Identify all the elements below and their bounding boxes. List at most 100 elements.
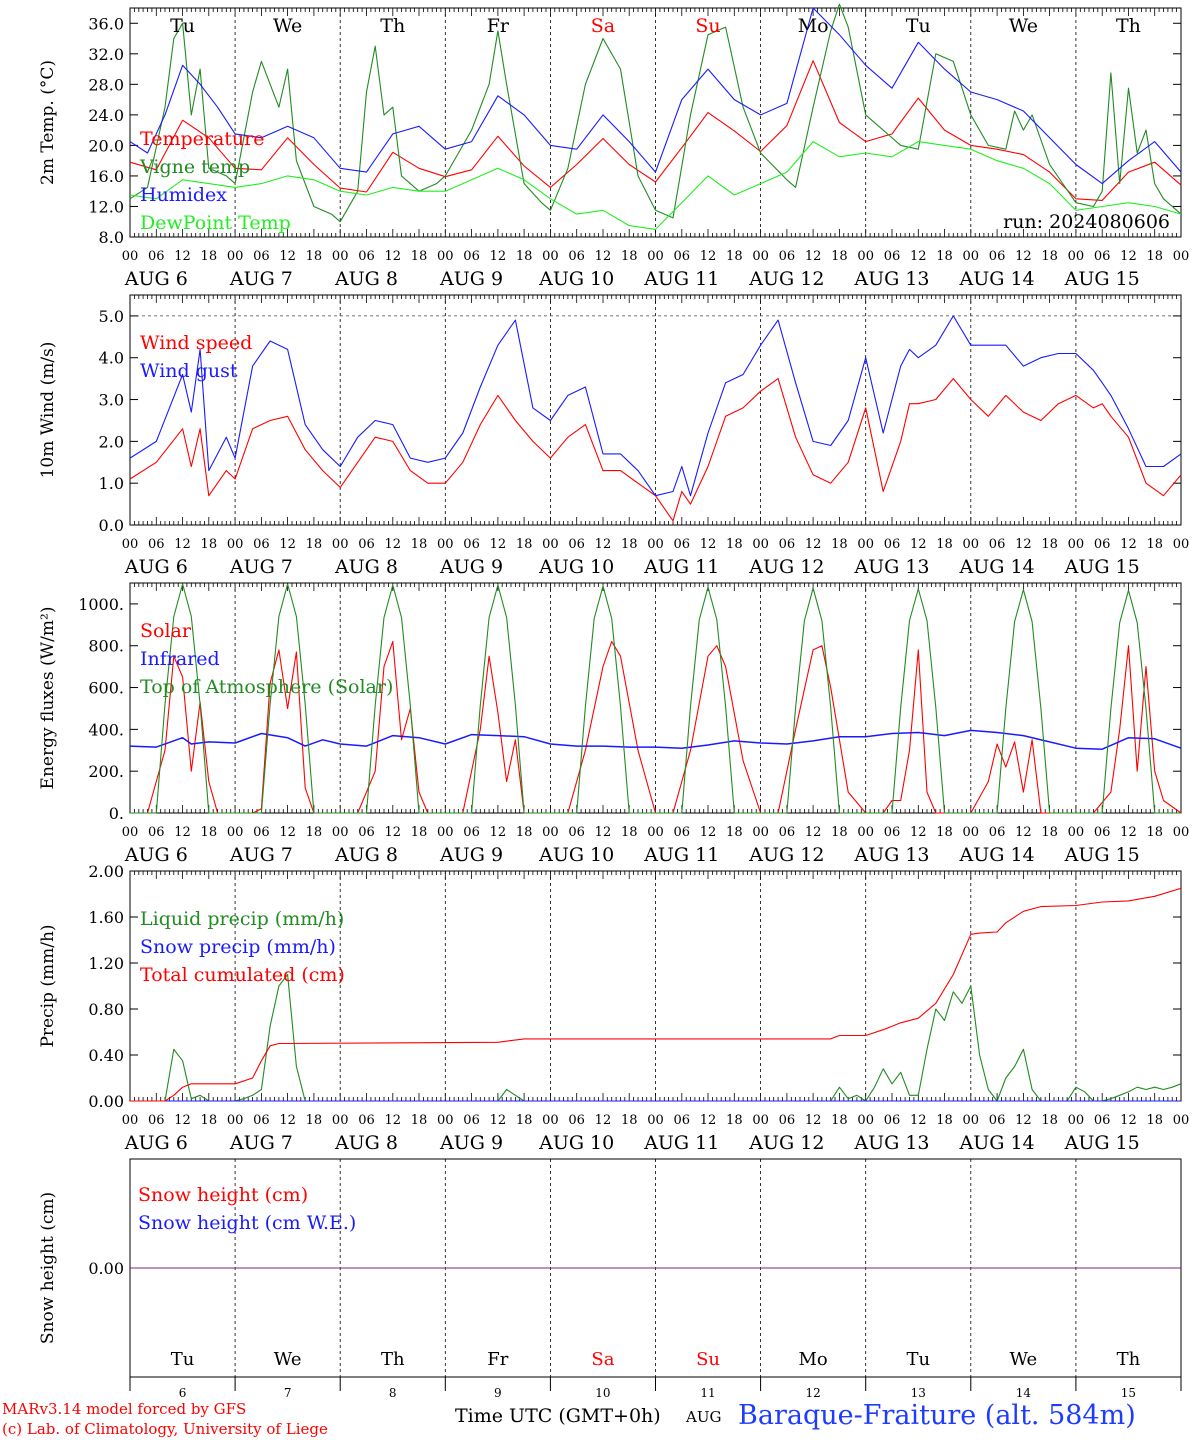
wind-hour-label: 12 <box>805 537 822 552</box>
wind-date-label: AUG 14 <box>959 556 1035 578</box>
temp-hour-label: 06 <box>779 249 796 264</box>
wind-y-tick-label: 1.0 <box>99 474 124 493</box>
temp-hour-label: 18 <box>516 249 533 264</box>
energy-date-label: AUG 10 <box>538 844 614 866</box>
wind-hour-label: 18 <box>411 537 428 552</box>
temp-hour-label: 12 <box>279 249 296 264</box>
energy-y-tick-label: 800. <box>88 637 124 656</box>
temp-hour-label: 18 <box>306 249 323 264</box>
wind-date-label: AUG 10 <box>538 556 614 578</box>
wind-y-axis-label: 10m Wind (m/s) <box>38 342 58 479</box>
precip-legend-entry: Snow precip (mm/h) <box>140 936 336 958</box>
temp-date-label: AUG 8 <box>334 268 398 290</box>
precip-y-tick-label: 0.40 <box>88 1046 124 1065</box>
snow-day-number: 8 <box>389 1386 397 1400</box>
energy-hour-label: 18 <box>306 825 323 840</box>
energy-y-tick-label: 1000. <box>78 595 124 614</box>
energy-hour-label: 06 <box>674 825 691 840</box>
snow-day-number: 12 <box>806 1386 821 1400</box>
energy-hour-label: 00 <box>1173 825 1190 840</box>
energy-date-label: AUG 11 <box>643 844 719 866</box>
energy-hour-label: 18 <box>831 825 848 840</box>
energy-hour-label: 06 <box>148 825 165 840</box>
precip-hour-label: 00 <box>122 1113 139 1128</box>
lab-credit: (c) Lab. of Climatology, University of L… <box>2 1420 328 1438</box>
temp-hour-label: 06 <box>674 249 691 264</box>
temp-hour-label: 00 <box>122 249 139 264</box>
meteogram-chart: 8.0 12.0 16.0 20.0 24.0 28.0 32.0 36.0 2m Temp. … <box>38 3 1190 1400</box>
temp-y-tick-label: 32.0 <box>88 45 124 64</box>
temp-legend-entry: DewPoint Temp <box>140 212 291 234</box>
wind-hour-label: 12 <box>700 537 717 552</box>
precip-hour-label: 12 <box>1015 1113 1032 1128</box>
temp-weekday-label: We <box>1009 15 1038 37</box>
energy-hour-label: 18 <box>621 825 638 840</box>
wind-hour-label: 18 <box>201 537 218 552</box>
precip-date-label: AUG 15 <box>1064 1132 1140 1154</box>
energy-hour-label: 12 <box>279 825 296 840</box>
energy-hour-label: 12 <box>700 825 717 840</box>
wind-hour-label: 00 <box>647 537 664 552</box>
wind-hour-label: 00 <box>752 537 769 552</box>
wind-hour-label: 00 <box>857 537 874 552</box>
precip-hour-label: 06 <box>253 1113 270 1128</box>
energy-hour-label: 00 <box>752 825 769 840</box>
temp-hour-label: 18 <box>1146 249 1163 264</box>
wind-hour-label: 18 <box>306 537 323 552</box>
wind-hour-label: 18 <box>516 537 533 552</box>
temp-weekday-label: Mo <box>798 15 829 37</box>
precip-hour-label: 12 <box>1120 1113 1137 1128</box>
wind-date-label: AUG 15 <box>1064 556 1140 578</box>
snow-weekday-label: We <box>1010 1349 1038 1370</box>
precip-hour-label: 00 <box>857 1113 874 1128</box>
energy-hour-label: 06 <box>568 825 585 840</box>
temp-date-label: AUG 12 <box>748 268 824 290</box>
wind-hour-label: 00 <box>1173 537 1190 552</box>
temp-y-tick-label: 12.0 <box>88 197 124 216</box>
energy-legend-entry: Solar <box>140 620 192 642</box>
energy-hour-label: 18 <box>936 825 953 840</box>
temp-date-label: AUG 10 <box>538 268 614 290</box>
precip-date-label: AUG 14 <box>959 1132 1035 1154</box>
wind-hour-label: 00 <box>542 537 559 552</box>
precip-hour-label: 06 <box>463 1113 480 1128</box>
station-title: Baraque-Fraiture (alt. 584m) <box>738 1400 1136 1431</box>
temp-hour-label: 00 <box>1173 249 1190 264</box>
energy-series-infrared <box>129 729 1182 750</box>
temp-weekday-label: Sa <box>591 15 615 37</box>
wind-hour-label: 18 <box>621 537 638 552</box>
temp-legend-entry: Vigne temp <box>139 156 250 178</box>
energy-y-tick-label: 0. <box>109 804 124 823</box>
precip-hour-label: 00 <box>332 1113 349 1128</box>
precip-y-axis-label: Precip (mm/h) <box>38 924 58 1047</box>
temp-hour-label: 06 <box>1094 249 1111 264</box>
wind-hour-label: 06 <box>779 537 796 552</box>
temp-y-tick-label: 8.0 <box>99 228 124 247</box>
temp-hour-label: 00 <box>857 249 874 264</box>
wind-hour-label: 06 <box>568 537 585 552</box>
snow-x-ticks <box>129 1377 1182 1391</box>
precip-hour-label: 00 <box>647 1113 664 1128</box>
precip-hour-label: 12 <box>384 1113 401 1128</box>
wind-hour-label: 00 <box>1068 537 1085 552</box>
temp-weekday-label: Fr <box>487 15 510 37</box>
energy-hour-label: 00 <box>1068 825 1085 840</box>
wind-hour-label: 06 <box>253 537 270 552</box>
snow-weekday-label: Su <box>696 1349 720 1370</box>
temp-series-temperature <box>129 60 1182 201</box>
energy-date-label: AUG 8 <box>334 844 398 866</box>
temp-y-tick-label: 16.0 <box>88 167 124 186</box>
temp-weekday-label: Th <box>1116 15 1141 37</box>
precip-hour-label: 12 <box>910 1113 927 1128</box>
precip-date-label: AUG 6 <box>124 1132 188 1154</box>
energy-hour-label: 12 <box>595 825 612 840</box>
energy-x-ticks <box>129 583 1182 813</box>
snow-legend-entry: Snow height (cm W.E.) <box>138 1212 356 1234</box>
snow-y-tick-label: 0.00 <box>88 1259 124 1278</box>
temp-date-label: AUG 14 <box>959 268 1035 290</box>
temp-hour-label: 06 <box>884 249 901 264</box>
energy-date-label: AUG 13 <box>853 844 929 866</box>
energy-hour-label: 12 <box>174 825 191 840</box>
energy-hour-label: 06 <box>884 825 901 840</box>
wind-date-label: AUG 9 <box>439 556 503 578</box>
